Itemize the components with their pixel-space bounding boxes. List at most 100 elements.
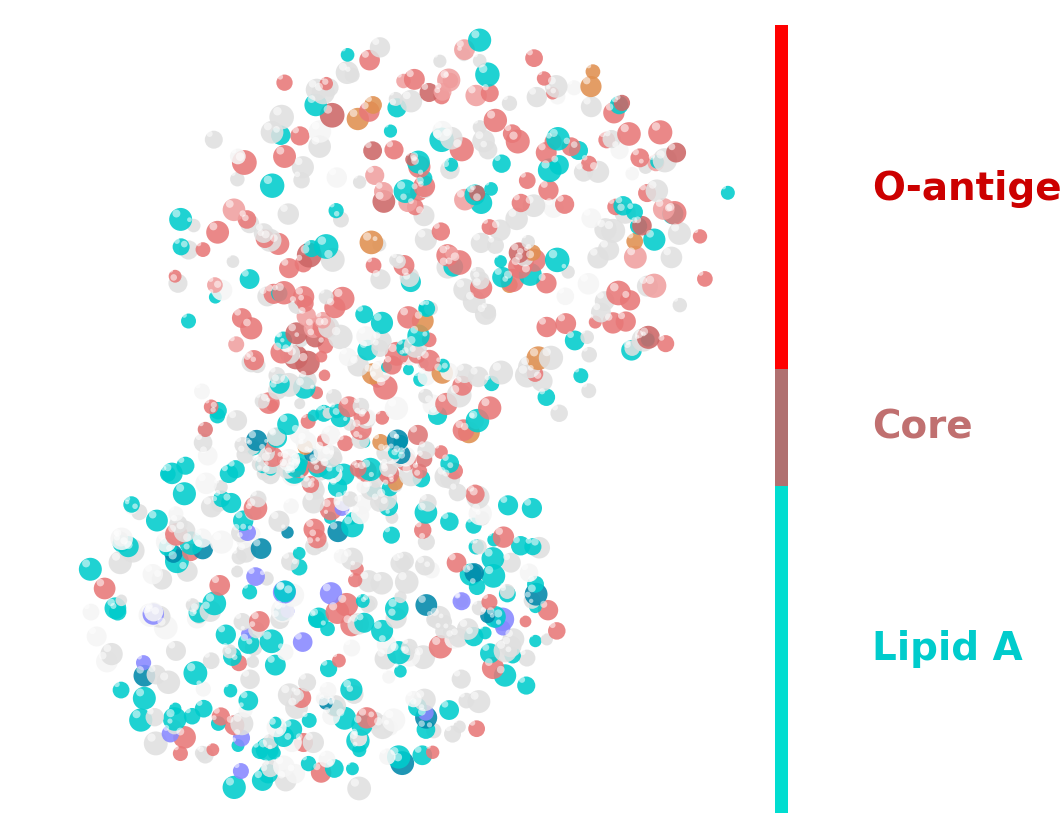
Point bbox=[367, 473, 384, 487]
Point bbox=[254, 458, 271, 472]
Point bbox=[444, 727, 461, 741]
Point bbox=[195, 682, 212, 696]
Point bbox=[234, 438, 251, 452]
Point bbox=[273, 111, 290, 124]
Point bbox=[483, 604, 500, 618]
Point bbox=[275, 730, 292, 743]
Point bbox=[416, 209, 433, 222]
Point bbox=[237, 546, 254, 559]
Point bbox=[529, 369, 546, 382]
Point bbox=[516, 251, 533, 264]
Point bbox=[190, 676, 207, 690]
Point bbox=[196, 702, 213, 716]
Point bbox=[132, 685, 149, 699]
Point bbox=[526, 254, 543, 267]
Point bbox=[492, 663, 509, 676]
Point bbox=[590, 165, 607, 178]
Point bbox=[271, 280, 288, 293]
Point bbox=[610, 194, 627, 207]
Point bbox=[226, 650, 243, 664]
Point bbox=[108, 677, 125, 691]
Point bbox=[255, 761, 272, 774]
Point bbox=[467, 596, 484, 609]
Point bbox=[376, 665, 393, 678]
Point bbox=[446, 625, 463, 639]
Point bbox=[395, 190, 412, 204]
Point bbox=[401, 686, 418, 700]
Point bbox=[496, 91, 513, 104]
Point bbox=[276, 372, 293, 385]
Point bbox=[407, 367, 424, 380]
Point bbox=[580, 384, 597, 397]
Point bbox=[305, 522, 322, 535]
Point bbox=[316, 444, 333, 458]
Point bbox=[473, 302, 490, 315]
Point bbox=[299, 356, 316, 370]
Point bbox=[477, 80, 494, 94]
Point bbox=[362, 484, 379, 497]
Point bbox=[179, 530, 196, 544]
Point bbox=[339, 63, 356, 76]
Point bbox=[645, 279, 662, 292]
Point bbox=[492, 366, 509, 380]
Point bbox=[193, 747, 210, 760]
Point bbox=[540, 184, 557, 197]
Point bbox=[322, 428, 339, 442]
Point bbox=[287, 456, 304, 469]
Point bbox=[468, 268, 485, 282]
Point bbox=[578, 74, 595, 87]
Point bbox=[431, 353, 448, 366]
Point bbox=[406, 149, 423, 163]
Point bbox=[251, 458, 268, 471]
Point bbox=[385, 427, 402, 441]
Point bbox=[441, 627, 458, 640]
Point bbox=[417, 390, 434, 403]
Point bbox=[525, 199, 542, 212]
Point bbox=[350, 734, 367, 747]
Point bbox=[325, 762, 342, 775]
Point bbox=[202, 591, 219, 604]
Point bbox=[421, 354, 438, 367]
Point bbox=[255, 467, 272, 480]
Point bbox=[145, 508, 162, 521]
Point bbox=[433, 225, 450, 238]
Point bbox=[191, 696, 208, 710]
Point bbox=[383, 473, 400, 487]
Point bbox=[223, 332, 240, 345]
Point bbox=[271, 724, 288, 737]
Point bbox=[359, 411, 376, 424]
Point bbox=[437, 509, 454, 522]
Point bbox=[184, 710, 201, 723]
Point bbox=[303, 478, 320, 491]
Point bbox=[639, 333, 656, 346]
Point bbox=[316, 369, 333, 382]
Point bbox=[407, 200, 424, 214]
Point bbox=[153, 572, 170, 586]
Point bbox=[153, 615, 170, 628]
Point bbox=[316, 406, 333, 420]
Point bbox=[140, 602, 157, 615]
Point bbox=[180, 243, 197, 256]
Point bbox=[235, 514, 252, 527]
Point bbox=[643, 150, 660, 163]
Point bbox=[504, 206, 521, 220]
Point bbox=[400, 363, 417, 376]
Point bbox=[284, 470, 301, 484]
Point bbox=[432, 54, 449, 68]
Point bbox=[298, 476, 315, 489]
Point bbox=[435, 243, 452, 256]
Point bbox=[418, 598, 435, 612]
Point bbox=[583, 80, 600, 93]
Point bbox=[314, 234, 331, 247]
Point bbox=[246, 486, 263, 499]
Point bbox=[286, 555, 303, 568]
Point bbox=[293, 430, 310, 443]
Point bbox=[630, 328, 647, 341]
Point bbox=[389, 433, 406, 447]
Point bbox=[272, 579, 289, 592]
Point bbox=[410, 518, 427, 531]
Point bbox=[469, 268, 486, 282]
Point bbox=[208, 530, 225, 543]
Point bbox=[325, 468, 342, 481]
Point bbox=[306, 605, 323, 618]
